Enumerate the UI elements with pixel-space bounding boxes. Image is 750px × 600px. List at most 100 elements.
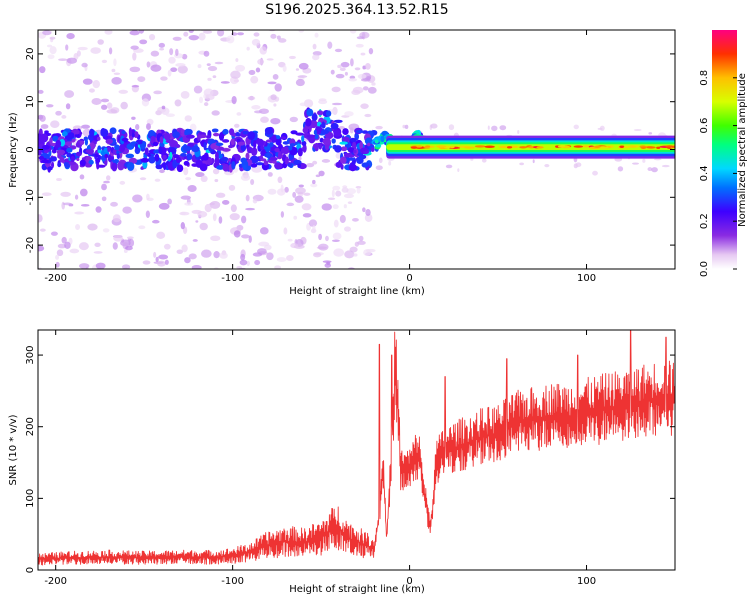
spectrogram-cell [95,262,106,269]
spectrogram-cell [108,47,113,55]
spectrogram-x-tick-label: -200 [44,273,67,284]
spectrogram-cell [286,254,294,261]
figure-title: S196.2025.364.13.52.R15 [265,2,448,18]
spectrogram-cell [184,115,192,122]
spectrogram-cell [250,75,259,84]
spectrogram-cell [104,30,113,35]
spectrogram-cell [170,67,178,73]
spectrogram-cell [354,67,361,71]
spectrogram-cell [312,179,316,185]
colorbar: 0.0 0.2 0.4 0.6 0.8 Normalized spectral ampl… [699,30,748,277]
spectrogram-cell [111,68,116,73]
spectrogram-cell [259,46,268,55]
spectrogram-cell [65,44,69,51]
spectrogram-cell [145,210,150,218]
spectrogram-cell [204,203,212,213]
spectrogram-cell [200,175,208,183]
spectrogram-cell [314,32,319,38]
spectrogram-cell [231,160,236,170]
spectrogram-cell [237,32,244,36]
spectrogram-cell [241,215,247,224]
spectrogram-cell [218,132,225,141]
spectrogram-cell [76,157,80,162]
spectrogram-cell [642,158,646,163]
spectrogram-cell [287,238,293,242]
spectrogram-cell [330,69,335,75]
spectrogram-cell [142,260,151,265]
spectrogram-cell [44,150,49,154]
snr-x-tick-label: 100 [577,576,596,587]
spectrogram-cell [120,101,128,110]
spectrogram-cell [311,113,318,121]
spectrogram-cell [312,43,317,50]
spectrogram-cell [265,151,271,159]
spectrogram-cell [177,65,188,74]
spectrogram-cell [267,172,273,177]
spectrogram-cell [117,161,125,171]
spectrogram-cell [302,127,309,134]
spectrogram-cell [175,156,181,164]
spectrogram-cell [229,213,240,221]
spectrogram-cell [331,138,336,144]
spectrogram-cell [367,142,371,147]
spectrogram-cell [287,163,292,167]
spectrogram-cell [651,167,658,173]
spectrogram-cell [661,164,670,168]
spectrogram-cell [346,188,357,195]
spectrogram-cell [154,153,160,162]
spectrogram-cell [305,117,312,127]
spectrogram-cell [128,127,133,137]
spectrogram-cell [215,192,226,198]
spectrogram-cell [283,227,288,235]
spectrogram-cell [212,168,220,175]
spectrogram-cell [64,135,72,141]
spectrogram-cell [335,190,342,197]
spectrogram-cell [141,98,150,107]
spectrogram-cell [246,46,250,51]
spectrogram-cell [260,150,265,156]
spectrogram-cell [499,125,507,131]
spectrogram-y-tick-label: 20 [25,48,36,61]
spectrogram-cell [349,30,357,34]
spectrogram-cell [242,130,250,135]
spectrogram-cell [350,58,354,67]
spectrogram-cell [260,116,269,123]
spectrogram-cell [217,30,225,37]
spectrogram-cell [211,110,220,116]
spectrogram-cell [228,184,236,191]
spectrogram-cell [198,96,204,104]
spectrogram-cell [368,47,374,55]
spectrogram-cell [61,131,68,137]
spectrogram-cell [203,142,207,151]
spectrogram-cell [240,253,246,261]
spectrogram-cell [50,161,55,169]
spectrogram-cell [280,184,284,193]
spectrogram-cell [653,158,662,161]
spectrogram-cell [176,249,184,255]
spectrogram-cell [227,157,232,162]
spectrogram-cell [339,214,346,224]
spectrogram-cell [252,198,258,204]
spectrogram-cell [230,138,235,146]
spectrogram-cell [340,163,344,170]
spectrogram-cell [343,204,347,209]
spectrogram-cell [333,129,342,137]
spectrogram-cell [49,36,56,40]
spectrogram-cell [248,69,256,76]
spectrogram-cell [107,146,111,153]
spectrogram-cell [267,81,277,85]
spectrogram-cell [277,151,282,159]
spectrogram-tone-core [619,145,625,148]
spectrogram-cell [374,139,379,144]
spectrogram-cell [233,230,241,238]
spectrogram-cell [241,234,250,239]
spectrogram-cell [191,209,202,214]
spectrogram-cell [344,111,354,117]
spectrogram-cell [42,30,52,36]
spectrogram-tone-core [646,146,656,149]
spectrogram-cell [370,147,375,152]
spectrogram-cell [44,130,49,134]
spectrogram-cell [280,136,287,140]
spectrogram-cell [302,143,307,153]
spectrogram-cell [355,43,364,48]
